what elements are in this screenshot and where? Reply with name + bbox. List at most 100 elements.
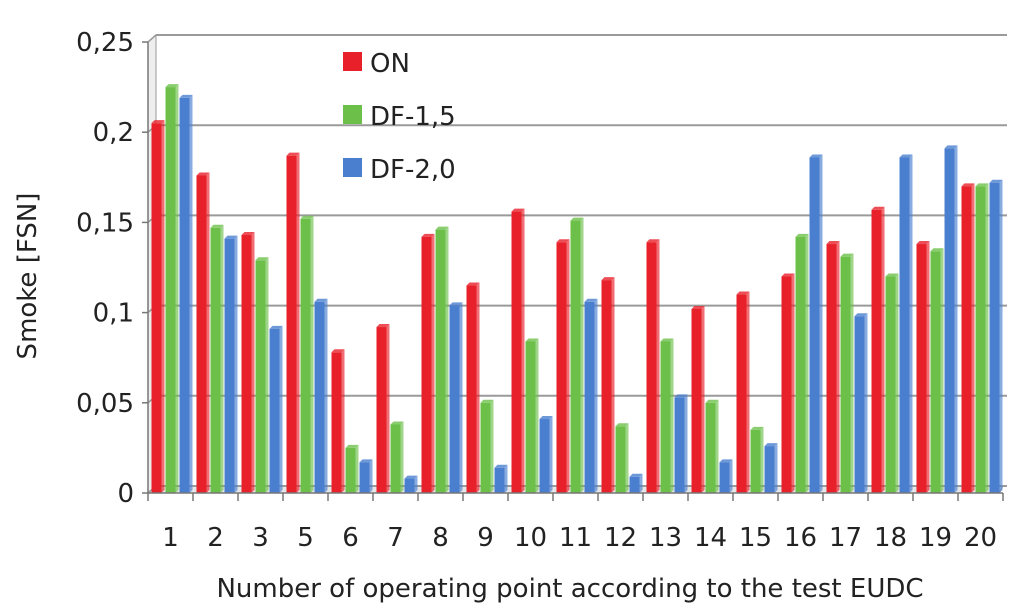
- legend-swatch: [343, 52, 362, 71]
- bar: [809, 157, 820, 493]
- bar-top: [871, 206, 885, 210]
- bar-top: [179, 94, 193, 98]
- y-tick-label: 0,15: [76, 208, 134, 238]
- bar-top: [615, 423, 629, 427]
- bar-top: [449, 302, 463, 306]
- bar-side: [805, 233, 809, 493]
- bar-side: [189, 94, 193, 493]
- x-tick-label: 11: [559, 523, 592, 553]
- bar: [930, 251, 941, 493]
- bar: [241, 235, 252, 493]
- y-tick-label: 0,05: [76, 389, 134, 419]
- bar-side: [895, 273, 899, 493]
- bar-side: [594, 298, 598, 493]
- bar-side: [971, 183, 975, 493]
- bar-top: [795, 233, 809, 237]
- bar: [494, 467, 505, 493]
- bar-top: [151, 120, 165, 124]
- bar: [795, 236, 806, 493]
- bar-side: [476, 282, 480, 493]
- x-tick-label: 14: [694, 523, 727, 553]
- legend-swatch: [343, 105, 362, 124]
- bar-top: [660, 338, 674, 342]
- bar: [615, 426, 626, 493]
- bar-side: [836, 241, 840, 493]
- bar-side: [926, 241, 930, 493]
- x-axis-title: Number of operating point according to t…: [216, 574, 923, 604]
- bar-top: [224, 235, 238, 239]
- bar: [404, 478, 415, 493]
- bar-top: [165, 84, 179, 88]
- bar-side: [459, 302, 463, 493]
- legend-swatch: [343, 158, 362, 177]
- x-tick-label: 19: [919, 523, 952, 553]
- bar-top: [750, 426, 764, 430]
- y-tick-label: 0: [117, 479, 134, 509]
- bar-side: [251, 232, 255, 493]
- bar: [314, 301, 325, 493]
- y-tick-label: 0,2: [93, 118, 134, 148]
- x-tick-label: 12: [604, 523, 637, 553]
- bar-side: [940, 248, 944, 493]
- bar-top: [916, 241, 930, 245]
- bar-top: [601, 277, 615, 281]
- bar: [854, 316, 865, 493]
- bar: [331, 352, 342, 493]
- bar: [705, 402, 716, 493]
- bar-side: [656, 239, 660, 493]
- legend-label: DF-1,5: [370, 102, 456, 132]
- bar-side: [580, 217, 584, 493]
- bar-top: [435, 226, 449, 230]
- x-tick-label: 3: [252, 523, 269, 553]
- bar-side: [161, 120, 165, 494]
- bar-side: [985, 183, 989, 493]
- bar-top: [241, 232, 255, 236]
- bar-top: [494, 464, 508, 468]
- bar: [359, 462, 370, 493]
- bar-top: [691, 305, 705, 309]
- bar-top: [539, 416, 553, 420]
- x-tick-label: 13: [649, 523, 682, 553]
- x-tick-label: 18: [874, 523, 907, 553]
- bar-top: [404, 475, 418, 479]
- bar-top: [556, 239, 570, 243]
- bar-top: [255, 257, 269, 261]
- bar-side: [324, 298, 328, 493]
- bar-top: [989, 179, 1003, 183]
- bar-top: [269, 325, 283, 329]
- bar: [885, 276, 896, 493]
- legend-label: DF-2,0: [370, 155, 456, 185]
- bar: [916, 244, 927, 493]
- y-tick-labels: 0 0,05 0,1 0,15 0,2 0,25: [76, 28, 148, 509]
- bar-side: [521, 208, 525, 494]
- bar-top: [885, 273, 899, 277]
- bar-side: [265, 257, 269, 493]
- bar-side: [819, 154, 823, 493]
- bar: [511, 211, 522, 494]
- bar-side: [850, 253, 854, 493]
- bar-top: [975, 183, 989, 187]
- bar: [480, 402, 491, 493]
- bar: [210, 227, 221, 493]
- bar-top: [376, 324, 390, 328]
- bar: [435, 229, 446, 493]
- bar-side: [909, 154, 913, 493]
- bar: [556, 242, 567, 493]
- x-tick-label: 7: [387, 523, 404, 553]
- bar-side: [670, 338, 674, 493]
- y-tick-label: 0,1: [93, 299, 134, 329]
- bar: [840, 256, 851, 493]
- x-tick-label: 10: [514, 523, 547, 553]
- bar: [539, 419, 550, 493]
- bar: [269, 328, 280, 493]
- bar-top: [300, 215, 314, 219]
- bar-top: [781, 273, 795, 277]
- bar-top: [286, 152, 300, 156]
- bars: [151, 84, 1003, 494]
- bar-side: [279, 325, 283, 493]
- bar-top: [210, 224, 224, 228]
- bar: [449, 305, 460, 493]
- bar-top: [809, 154, 823, 158]
- bar: [989, 182, 1000, 493]
